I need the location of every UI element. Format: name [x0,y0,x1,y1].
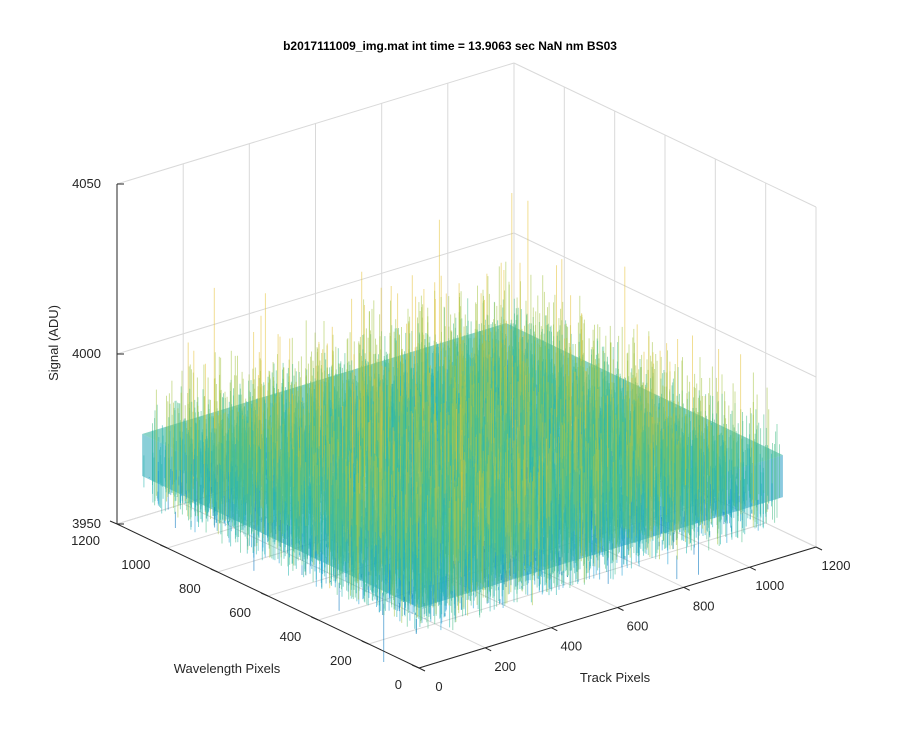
back-wall-grid-line [116,232,515,355]
x-tick-label: 1000 [755,578,784,593]
y-tick-mark [311,616,319,621]
y-tick-label: 800 [179,581,201,596]
y-tick-mark [160,544,168,549]
side-wall-grid-line [513,232,817,378]
x-tick-label: 1200 [822,558,851,573]
x-tick-mark [617,607,624,611]
y-axis-ticks: 0 200 400 600 800 1000 1200 [71,520,420,692]
y-tick-label: 1000 [121,557,150,572]
x-tick-mark [749,566,757,571]
y-tick-mark [109,520,118,525]
back-wall-grid-line [116,62,515,185]
surface-plot [142,193,783,662]
y-tick-label: 200 [330,653,352,668]
x-axis-ticks: 0 200 400 600 800 1000 1200 [418,546,851,694]
x-tick-mark [815,546,823,551]
z-tick-label: 3950 [72,516,101,531]
side-wall-grid-line [513,62,817,208]
x-tick-label: 800 [693,598,715,613]
x-tick-mark [418,667,426,672]
y-axis-label: Wavelength Pixels [174,661,281,676]
y-tick-label: 0 [395,677,402,692]
x-tick-mark [551,627,558,632]
y-tick-mark [361,640,369,645]
x-tick-mark [484,647,492,652]
x-tick-label: 200 [494,659,516,674]
surface-spikes [142,193,783,662]
z-tick-label: 4050 [72,176,101,191]
z-axis-ticks: 3950 4000 4050 [72,176,124,531]
x-axis-label: Track Pixels [580,670,651,685]
z-axis-label: Signal (ADU) [46,305,61,381]
x-tick-label: 600 [627,619,649,634]
x-tick-label: 0 [435,679,442,694]
x-tick-mark [683,586,690,591]
y-tick-mark [260,592,269,597]
y-tick-label: 1200 [71,533,100,548]
y-tick-mark [411,664,420,669]
z-tick-label: 4000 [72,346,101,361]
y-tick-label: 400 [280,629,302,644]
y-tick-label: 600 [229,605,251,620]
chart-title: b2017111009_img.mat int time = 13.9063 s… [283,39,617,53]
x-tick-label: 400 [560,639,582,654]
y-tick-mark [210,568,218,573]
